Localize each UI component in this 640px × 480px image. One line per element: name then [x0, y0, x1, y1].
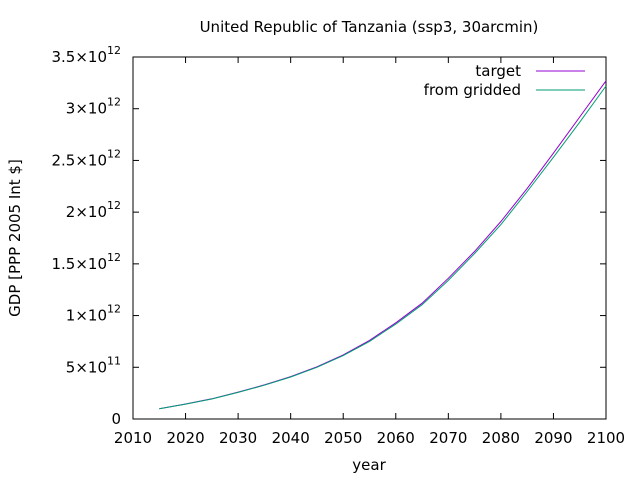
y-tick-mantissa: 0: [111, 410, 121, 428]
y-tick-label: 5×1011: [66, 354, 121, 376]
y-tick-mantissa: 3.5×10: [51, 48, 107, 66]
y-tick-exponent: 12: [107, 199, 121, 212]
y-tick-mantissa: 1×10: [66, 307, 107, 325]
x-tick-label: 2100: [587, 429, 625, 447]
y-tick-exponent: 12: [107, 44, 121, 57]
y-tick-label: 1×1012: [66, 303, 121, 325]
y-tick-label: 2.5×1012: [51, 147, 121, 169]
y-tick-mantissa: 2.5×10: [51, 151, 107, 169]
legend-label-from-gridded: from gridded: [424, 81, 521, 99]
y-tick-label: 3×1012: [66, 96, 121, 118]
series-line-from-gridded: [159, 85, 607, 410]
x-tick-label: 2050: [324, 429, 362, 447]
chart-title: United Republic of Tanzania (ssp3, 30arc…: [200, 18, 539, 36]
y-tick-mantissa: 1.5×10: [51, 255, 107, 273]
x-tick-label: 2070: [429, 429, 467, 447]
y-tick-exponent: 12: [107, 251, 121, 264]
x-tick-label: 2040: [272, 429, 310, 447]
legend-label-target: target: [475, 62, 521, 80]
series-line-target: [159, 80, 607, 410]
series-lines: [159, 80, 607, 410]
y-tick-exponent: 12: [107, 147, 121, 160]
x-axis-label: year: [352, 456, 386, 474]
x-tick-label: 2010: [114, 429, 152, 447]
y-axis-label: GDP [PPP 2005 Int $]: [6, 159, 24, 317]
y-tick-label: 3.5×1012: [51, 44, 121, 66]
x-tick-label: 2020: [166, 429, 204, 447]
y-tick-exponent: 12: [107, 96, 121, 109]
x-tick-label: 2080: [482, 429, 520, 447]
y-axis: 05×10111×10121.5×10122×10122.5×10123×101…: [51, 44, 606, 428]
x-tick-label: 2090: [534, 429, 572, 447]
y-tick-exponent: 11: [107, 354, 121, 367]
y-tick-label: 0: [111, 410, 121, 428]
y-tick-label: 1.5×1012: [51, 251, 121, 273]
y-tick-mantissa: 5×10: [66, 358, 107, 376]
x-tick-label: 2030: [219, 429, 257, 447]
y-tick-mantissa: 2×10: [66, 203, 107, 221]
y-tick-mantissa: 3×10: [66, 100, 107, 118]
x-tick-label: 2060: [377, 429, 415, 447]
plot-frame: [132, 56, 607, 420]
y-tick-label: 2×1012: [66, 199, 121, 221]
x-axis: 2010 2020 2030 2040 2050 2060 2070 2080 2090 2100: [114, 57, 625, 447]
legend: target from gridded: [424, 62, 585, 99]
y-tick-exponent: 12: [107, 303, 121, 316]
